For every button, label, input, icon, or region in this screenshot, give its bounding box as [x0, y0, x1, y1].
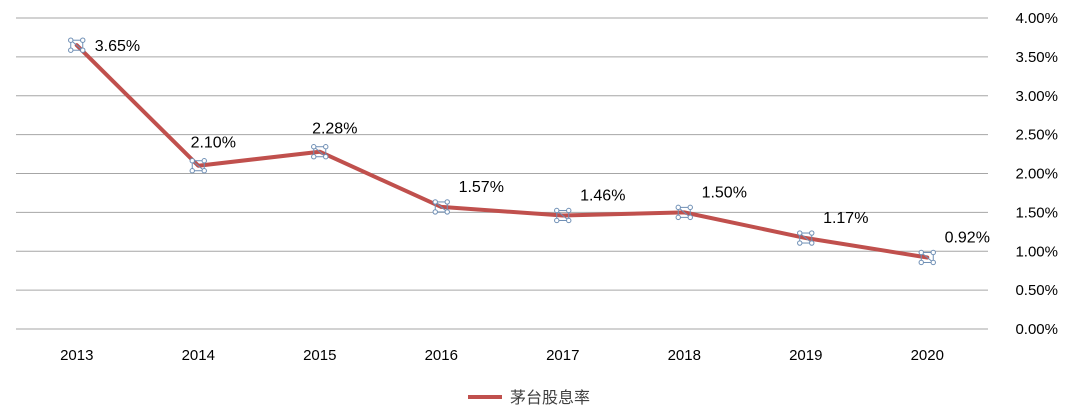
- x-tick-label: 2013: [60, 347, 93, 364]
- gridlines: [16, 17, 988, 330]
- data-label: 1.46%: [580, 187, 625, 204]
- series-layer[interactable]: [68, 37, 936, 266]
- x-tick-label: 2014: [182, 347, 215, 364]
- data-point[interactable]: [675, 204, 693, 221]
- x-tick-label: 2016: [425, 347, 458, 364]
- y-tick-label: 3.50%: [1015, 49, 1058, 66]
- data-label: 2.10%: [191, 135, 236, 152]
- data-label: 2.28%: [312, 121, 357, 138]
- x-axis-tick-labels: 2013 2014 2015 2016 2017 2018 2019 2020: [60, 347, 944, 364]
- data-label: 0.92%: [945, 229, 990, 246]
- data-point[interactable]: [311, 144, 329, 160]
- data-label: 1.17%: [823, 210, 868, 227]
- y-tick-label: 4.00%: [1015, 10, 1058, 27]
- data-point[interactable]: [554, 207, 572, 224]
- x-tick-label: 2019: [789, 347, 822, 364]
- data-labels: 3.65% 2.10% 2.28% 1.57% 1.46% 1.50% 1.17% 0.92%: [95, 38, 990, 246]
- data-label: 1.50%: [702, 184, 747, 201]
- legend-label-series: 茅台股息率: [510, 388, 590, 407]
- y-axis-tick-labels: 0.00% 0.50% 1.00% 1.50% 2.00% 2.50% 3.00% 3.50%…: [1015, 10, 1058, 338]
- data-label: 3.65%: [95, 38, 140, 55]
- y-tick-label: 2.00%: [1015, 166, 1058, 183]
- y-tick-label: 0.50%: [1015, 282, 1058, 299]
- data-point[interactable]: [189, 158, 207, 174]
- data-label: 1.57%: [459, 179, 504, 196]
- data-point[interactable]: [918, 249, 936, 266]
- y-tick-label: 3.00%: [1015, 88, 1058, 105]
- series-line[interactable]: [74, 43, 930, 260]
- x-tick-label: 2018: [668, 347, 701, 364]
- data-point[interactable]: [432, 199, 450, 215]
- y-tick-label: 1.50%: [1015, 204, 1058, 221]
- legend[interactable]: 茅台股息率: [468, 388, 590, 407]
- x-tick-label: 2020: [911, 347, 944, 364]
- y-tick-label: 1.00%: [1015, 243, 1058, 260]
- y-tick-label: 2.50%: [1015, 127, 1058, 144]
- y-tick-label: 0.00%: [1015, 321, 1058, 338]
- x-tick-label: 2015: [303, 347, 336, 364]
- data-point[interactable]: [797, 230, 815, 246]
- data-point[interactable]: [68, 37, 86, 53]
- x-tick-label: 2017: [546, 347, 579, 364]
